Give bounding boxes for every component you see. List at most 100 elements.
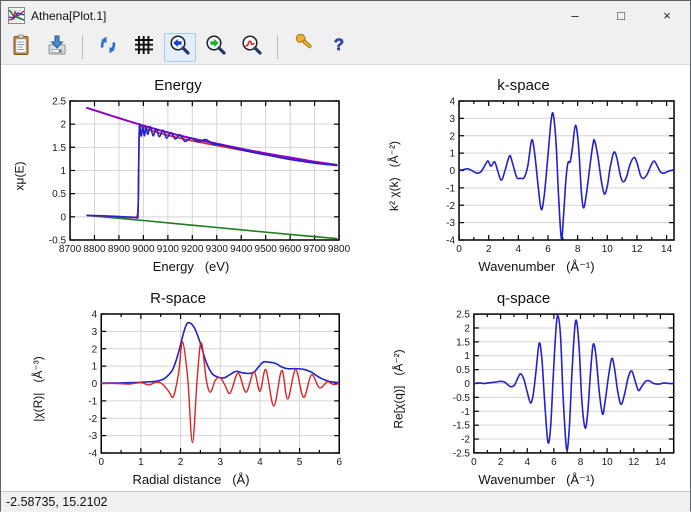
x-tick-label: 8700 (59, 244, 82, 255)
y-tick-label: 1 (91, 362, 97, 373)
toolbar-separator (277, 35, 278, 59)
y-tick-label: -3 (88, 431, 97, 442)
refresh-icon (97, 34, 119, 61)
zoom-plot-icon (241, 34, 263, 61)
y-tick-label: -2.5 (453, 448, 471, 459)
x-tick-label: 4 (516, 244, 522, 255)
y-tick-label: 1.5 (52, 143, 66, 154)
x-tick-label: 4 (525, 457, 531, 468)
series-group (474, 314, 675, 451)
y-tick-label: 4 (91, 310, 97, 321)
x-axis-label: Radial distance (Å) (132, 472, 250, 487)
x-tick-label: 0 (456, 244, 462, 255)
energy-plot-canvas[interactable]: 8700 8800 8900 9000 9100 9200 9300 9400 9500 9600… (34, 95, 351, 257)
chart-title: q-space (496, 290, 551, 307)
x-tick-label: 12 (631, 244, 643, 255)
plot-grid: Energy xμ(E) 8700 8800 8900 9000 9100 9200 930… (1, 65, 690, 491)
y-tick-label: -0.5 (49, 236, 67, 247)
window-controls: – □ × (552, 1, 690, 30)
x-tick-label: 6 (336, 457, 342, 468)
x-tick-label: 2 (498, 457, 504, 468)
x-tick-label: 9000 (132, 244, 155, 255)
y-tick-label: -2 (461, 435, 470, 446)
y-tick-label: 4 (449, 97, 455, 108)
series-line (86, 106, 338, 166)
maximize-button[interactable]: □ (617, 8, 625, 23)
x-tick-label: 9400 (230, 244, 253, 255)
q-space-chart: q-space Re[χ(q)] (Å⁻²) 0 2 4 6 8 10 12 14 -2.5 -2… (355, 278, 691, 491)
x-tick-label: 8800 (83, 244, 106, 255)
y-tick-label: -2 (88, 414, 97, 425)
copy-plot-button[interactable] (5, 33, 37, 62)
y-tick-label: -1.5 (453, 421, 471, 432)
window-title: Athena[Plot.1] (31, 8, 107, 23)
x-tick-label: 0 (471, 457, 477, 468)
series-line (474, 314, 675, 451)
y-tick-label: 1 (449, 149, 455, 160)
preferences-button[interactable] (287, 33, 319, 62)
r-space-plot-canvas[interactable]: 0 1 2 3 4 5 6 -4 -3 -2 -1 0 1 2 3 4 (71, 308, 351, 470)
y-axis-label: Re[χ(q)] (Å⁻²) (391, 349, 406, 429)
x-tick-label: 0 (98, 457, 104, 468)
x-tick-label: 10 (602, 244, 614, 255)
x-tick-label: 8 (578, 457, 584, 468)
x-tick-label: 14 (655, 457, 667, 468)
y-tick-label: -4 (446, 236, 455, 247)
replot-button[interactable] (92, 33, 124, 62)
x-tick-label: 9800 (328, 244, 351, 255)
y-tick-label: 2 (449, 131, 455, 142)
r-space-chart: R-space |χ(R)| (Å⁻³) 0 1 2 3 4 5 6 -4 -3 -2 -1 0 1 2 3… (1, 278, 355, 491)
y-tick-label: 0 (465, 379, 471, 390)
wrench-icon (292, 33, 314, 61)
x-tick-label: 10 (602, 457, 614, 468)
y-tick-label: 1 (465, 351, 471, 362)
series-group (100, 321, 339, 444)
x-tick-label: 5 (296, 457, 302, 468)
y-tick-label: 0 (449, 166, 455, 177)
y-tick-label: -4 (88, 449, 97, 460)
status-bar: -2.58735, 15.2102 (1, 491, 690, 512)
x-tick-label: 9200 (181, 244, 204, 255)
x-tick-label: 3 (217, 457, 223, 468)
cursor-coordinates: -2.58735, 15.2102 (6, 495, 108, 509)
y-tick-label: 0 (91, 379, 97, 390)
x-tick-label: 12 (629, 457, 641, 468)
help-button[interactable]: ? (323, 33, 355, 62)
app-icon (8, 7, 25, 24)
y-tick-label: 2.5 (52, 97, 66, 108)
x-axis-label: Energy (eV) (152, 259, 230, 274)
toolbar: ? (1, 30, 690, 65)
y-tick-label: 0 (60, 212, 66, 223)
series-line (458, 111, 674, 240)
y-tick-label: -1 (446, 183, 455, 194)
minimize-button[interactable]: – (571, 8, 579, 23)
unzoom-plot-button[interactable] (236, 33, 268, 62)
series-line (86, 214, 338, 240)
zoom-back-button[interactable] (164, 32, 196, 62)
series-group (458, 111, 674, 240)
series-line (100, 341, 339, 444)
zoom-left-icon (169, 34, 191, 61)
svg-text:?: ? (334, 35, 344, 54)
toolbar-separator (82, 35, 83, 59)
save-icon (46, 34, 68, 61)
k-space-chart: k-space k² χ(k) (Å⁻²) 0 2 4 6 8 10 12 14 -4 -3 -2-… (355, 65, 691, 278)
save-plot-button[interactable] (41, 33, 73, 62)
q-space-plot-canvas[interactable]: 0 2 4 6 8 10 12 14 -2.5 -2 -1.5 -1 -0.5 0 0.5 1 1.5 2 2.5 (438, 308, 688, 470)
series-line (86, 123, 338, 219)
y-tick-label: 1 (60, 166, 66, 177)
title-bar[interactable]: Athena[Plot.1] – □ × (1, 1, 690, 30)
x-axis-label: Wavenumber (Å⁻¹) (478, 472, 595, 487)
toggle-grid-button[interactable] (128, 33, 160, 62)
zoom-forward-button[interactable] (200, 33, 232, 62)
x-tick-label: 14 (661, 244, 673, 255)
x-tick-label: 2 (177, 457, 183, 468)
y-tick-label: 3 (91, 327, 97, 338)
x-tick-label: 8 (575, 244, 581, 255)
close-button[interactable]: × (663, 8, 671, 23)
help-icon: ? (328, 34, 350, 61)
y-tick-label: -2 (446, 201, 455, 212)
x-tick-label: 1 (138, 457, 144, 468)
